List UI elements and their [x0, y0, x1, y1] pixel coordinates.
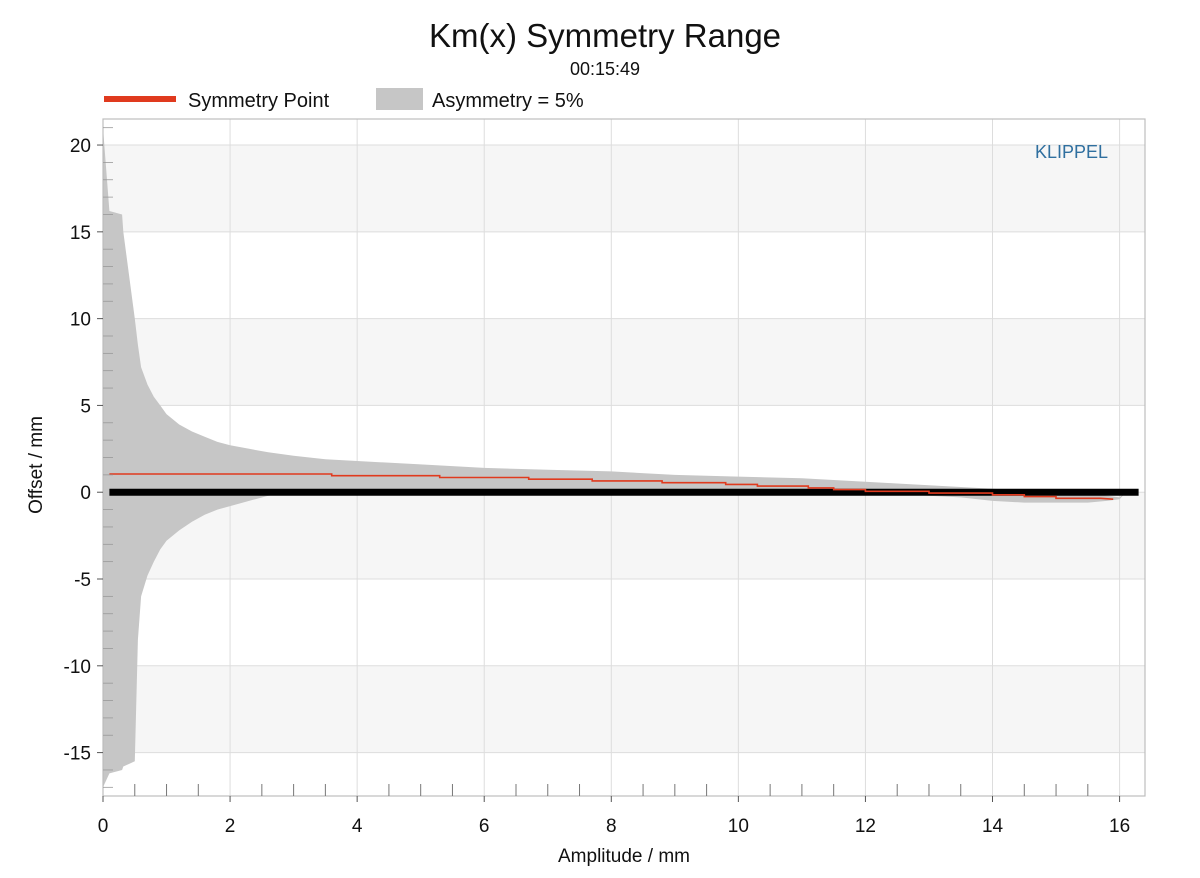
- x-tick-label: 16: [1109, 816, 1130, 837]
- x-tick-label: 14: [982, 816, 1004, 837]
- x-tick-label: 2: [225, 816, 236, 837]
- legend: Symmetry Point Asymmetry = 5%: [104, 88, 584, 112]
- symmetry-point-line: [109, 473, 1114, 500]
- plot-band: [103, 145, 1145, 232]
- plot-band: [103, 492, 1145, 580]
- y-tick-label: -5: [74, 570, 91, 591]
- brand-label: KLIPPEL: [1035, 142, 1108, 162]
- x-axis-ticks: 0 2 4 6 8 10 12 14 16: [98, 796, 1130, 837]
- legend-swatch-asymmetry: [376, 88, 423, 110]
- x-tick-label: 4: [352, 816, 363, 837]
- y-tick-label: 10: [70, 310, 91, 331]
- y-tick-label: -15: [64, 744, 91, 765]
- chart-subtitle: 00:15:49: [570, 59, 640, 79]
- x-tick-label: 6: [479, 816, 490, 837]
- y-tick-label: 5: [80, 396, 91, 417]
- plot-band: [103, 665, 1145, 753]
- x-axis-label: Amplitude / mm: [558, 846, 690, 867]
- y-tick-label: 0: [80, 483, 91, 504]
- x-tick-label: 12: [855, 816, 876, 837]
- plot-band: [103, 119, 1145, 146]
- y-tick-label: -10: [64, 657, 91, 678]
- plot-area: KLIPPEL: [102, 118, 1146, 797]
- y-axis-label: Offset / mm: [26, 416, 47, 514]
- x-tick-label: 10: [728, 816, 749, 837]
- grid: [102, 119, 1145, 796]
- plot-bands: [103, 119, 1145, 753]
- y-tick-label: 20: [70, 136, 91, 157]
- plot-band: [103, 318, 1145, 406]
- legend-label-asymmetry: Asymmetry = 5%: [432, 90, 584, 112]
- chart-title: Km(x) Symmetry Range: [429, 17, 781, 54]
- x-tick-label: 8: [606, 816, 617, 837]
- x-tick-label: 0: [98, 816, 109, 837]
- y-tick-label: 15: [70, 223, 91, 244]
- legend-swatch-symmetry-point: [104, 96, 176, 102]
- legend-label-symmetry-point: Symmetry Point: [188, 90, 330, 112]
- y-axis-ticks: 20 15 10 5 0 -5 -10 -15: [64, 136, 103, 765]
- minor-ticks: [103, 127, 1089, 796]
- asymmetry-band: [103, 127, 1126, 788]
